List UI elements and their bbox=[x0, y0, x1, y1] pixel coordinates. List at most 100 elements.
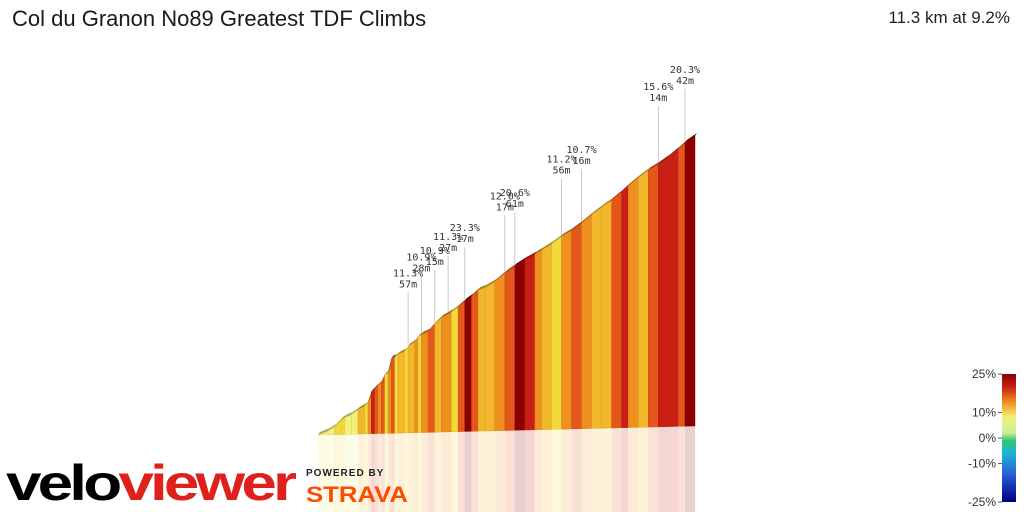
reflection-band bbox=[581, 428, 592, 512]
gradient-band bbox=[404, 345, 409, 434]
reflection-band bbox=[611, 427, 622, 512]
gradient-band-top bbox=[504, 263, 517, 274]
reflection-band bbox=[494, 430, 505, 512]
gradient-band bbox=[611, 191, 622, 429]
gradient-band bbox=[417, 334, 422, 433]
gradient-band-top bbox=[601, 197, 614, 208]
gradient-band-top bbox=[561, 227, 574, 237]
reflection-band bbox=[684, 426, 695, 512]
gradient-band bbox=[377, 382, 382, 434]
gradient-band bbox=[504, 265, 516, 431]
gradient-band-top bbox=[464, 293, 474, 302]
gradient-band-top bbox=[398, 348, 407, 355]
gradient-band bbox=[678, 142, 686, 427]
annotation-length: 14m bbox=[649, 93, 667, 104]
gradient-band-top bbox=[391, 354, 397, 359]
gradient-band bbox=[658, 156, 669, 428]
gradient-band bbox=[357, 405, 365, 435]
gradient-band-top bbox=[551, 233, 564, 244]
reflection-band bbox=[334, 434, 342, 512]
gradient-band-top bbox=[318, 427, 331, 435]
reflection-band bbox=[384, 433, 389, 512]
annotation-length: 56m bbox=[553, 165, 571, 176]
chart-title: Col du Granon No89 Greatest TDF Climbs bbox=[12, 6, 427, 31]
gradient-band bbox=[464, 296, 472, 432]
reflection-band bbox=[541, 429, 552, 512]
annotation-grade: 10.9% bbox=[420, 246, 450, 257]
gradient-band-top bbox=[358, 402, 367, 410]
reflection-band bbox=[668, 426, 679, 512]
gradient-legend: 25% 10% 0% -10% -25% bbox=[968, 368, 1016, 509]
gradient-band-top bbox=[404, 343, 411, 352]
annotation-grade: 10.9% bbox=[406, 253, 436, 264]
gradient-band bbox=[621, 185, 629, 428]
gradient-band bbox=[684, 135, 696, 427]
gradient-band-top bbox=[371, 385, 377, 392]
annotation-grade: 15.6% bbox=[643, 82, 673, 93]
powered-by-strava: POWERED BY STRAVA bbox=[306, 468, 408, 507]
annotation-grade: 20.6% bbox=[500, 188, 530, 199]
reflection-band bbox=[364, 433, 369, 512]
gradient-band-top bbox=[394, 351, 401, 358]
gradient-band-top bbox=[678, 139, 687, 150]
annotation-grade: 10.7% bbox=[567, 145, 597, 156]
gradient-band-top bbox=[418, 331, 424, 337]
gradient-band bbox=[341, 417, 345, 435]
gradient-band bbox=[344, 414, 352, 435]
gradient-band bbox=[407, 341, 415, 434]
reflection-band bbox=[341, 434, 345, 512]
reflection-band bbox=[344, 434, 352, 512]
gradient-band bbox=[434, 317, 442, 433]
gradient-band-top bbox=[374, 382, 381, 389]
gradient-band bbox=[628, 177, 639, 428]
reflection-band bbox=[591, 428, 602, 512]
gradient-band bbox=[668, 148, 679, 427]
gradient-band-top bbox=[581, 211, 594, 224]
gradient-band-top bbox=[611, 189, 624, 201]
gradient-band bbox=[394, 354, 399, 434]
annotation-length: 15m bbox=[426, 257, 444, 268]
reflection-band bbox=[358, 433, 365, 512]
powered-by-label: POWERED BY bbox=[306, 468, 384, 479]
gradient-band-top bbox=[648, 161, 661, 171]
gradient-band-top bbox=[571, 220, 584, 231]
annotation-length: 42m bbox=[676, 76, 694, 87]
reflection-band bbox=[484, 430, 495, 512]
gradient-band bbox=[648, 163, 659, 428]
gradient-band bbox=[471, 289, 479, 432]
reflection-band bbox=[638, 427, 649, 512]
gradient-band bbox=[601, 200, 612, 429]
reflection-band bbox=[394, 433, 399, 512]
gradient-band bbox=[581, 214, 592, 429]
gradient-band bbox=[334, 419, 342, 435]
strava-wordmark: STRAVA bbox=[306, 482, 408, 507]
gradient-band bbox=[374, 385, 379, 434]
legend-label: 25% bbox=[972, 368, 996, 381]
reflection-band bbox=[514, 430, 525, 512]
gradient-band bbox=[477, 287, 486, 432]
gradient-band-top bbox=[421, 328, 431, 335]
gradient-band-top bbox=[684, 133, 697, 143]
reflection-band bbox=[601, 427, 612, 512]
gradient-band bbox=[494, 272, 506, 431]
legend-label: -10% bbox=[968, 457, 996, 471]
gradient-band-top bbox=[478, 284, 487, 291]
gradient-band-top bbox=[458, 298, 467, 308]
gradient-band bbox=[514, 259, 526, 431]
gradient-band bbox=[571, 222, 582, 430]
gradient-band bbox=[457, 300, 465, 432]
veloviewer-logo: velo viewer bbox=[6, 455, 296, 510]
gradient-band-top bbox=[344, 411, 354, 418]
reflection-band bbox=[421, 432, 429, 512]
annotation-length: 16m bbox=[573, 156, 591, 167]
gradient-band-top bbox=[591, 204, 604, 215]
gradient-band-top bbox=[328, 423, 337, 431]
gradient-band bbox=[534, 249, 542, 431]
gradient-band-top bbox=[341, 414, 347, 420]
gradient-annotations: 11.3%57m10.9%28m10.9%15m11.3%27m23.3%17m… bbox=[393, 65, 700, 345]
gradient-band-top bbox=[621, 182, 631, 193]
reflection-band bbox=[458, 431, 465, 512]
reflection-band bbox=[534, 429, 542, 512]
gradient-band bbox=[384, 372, 389, 434]
